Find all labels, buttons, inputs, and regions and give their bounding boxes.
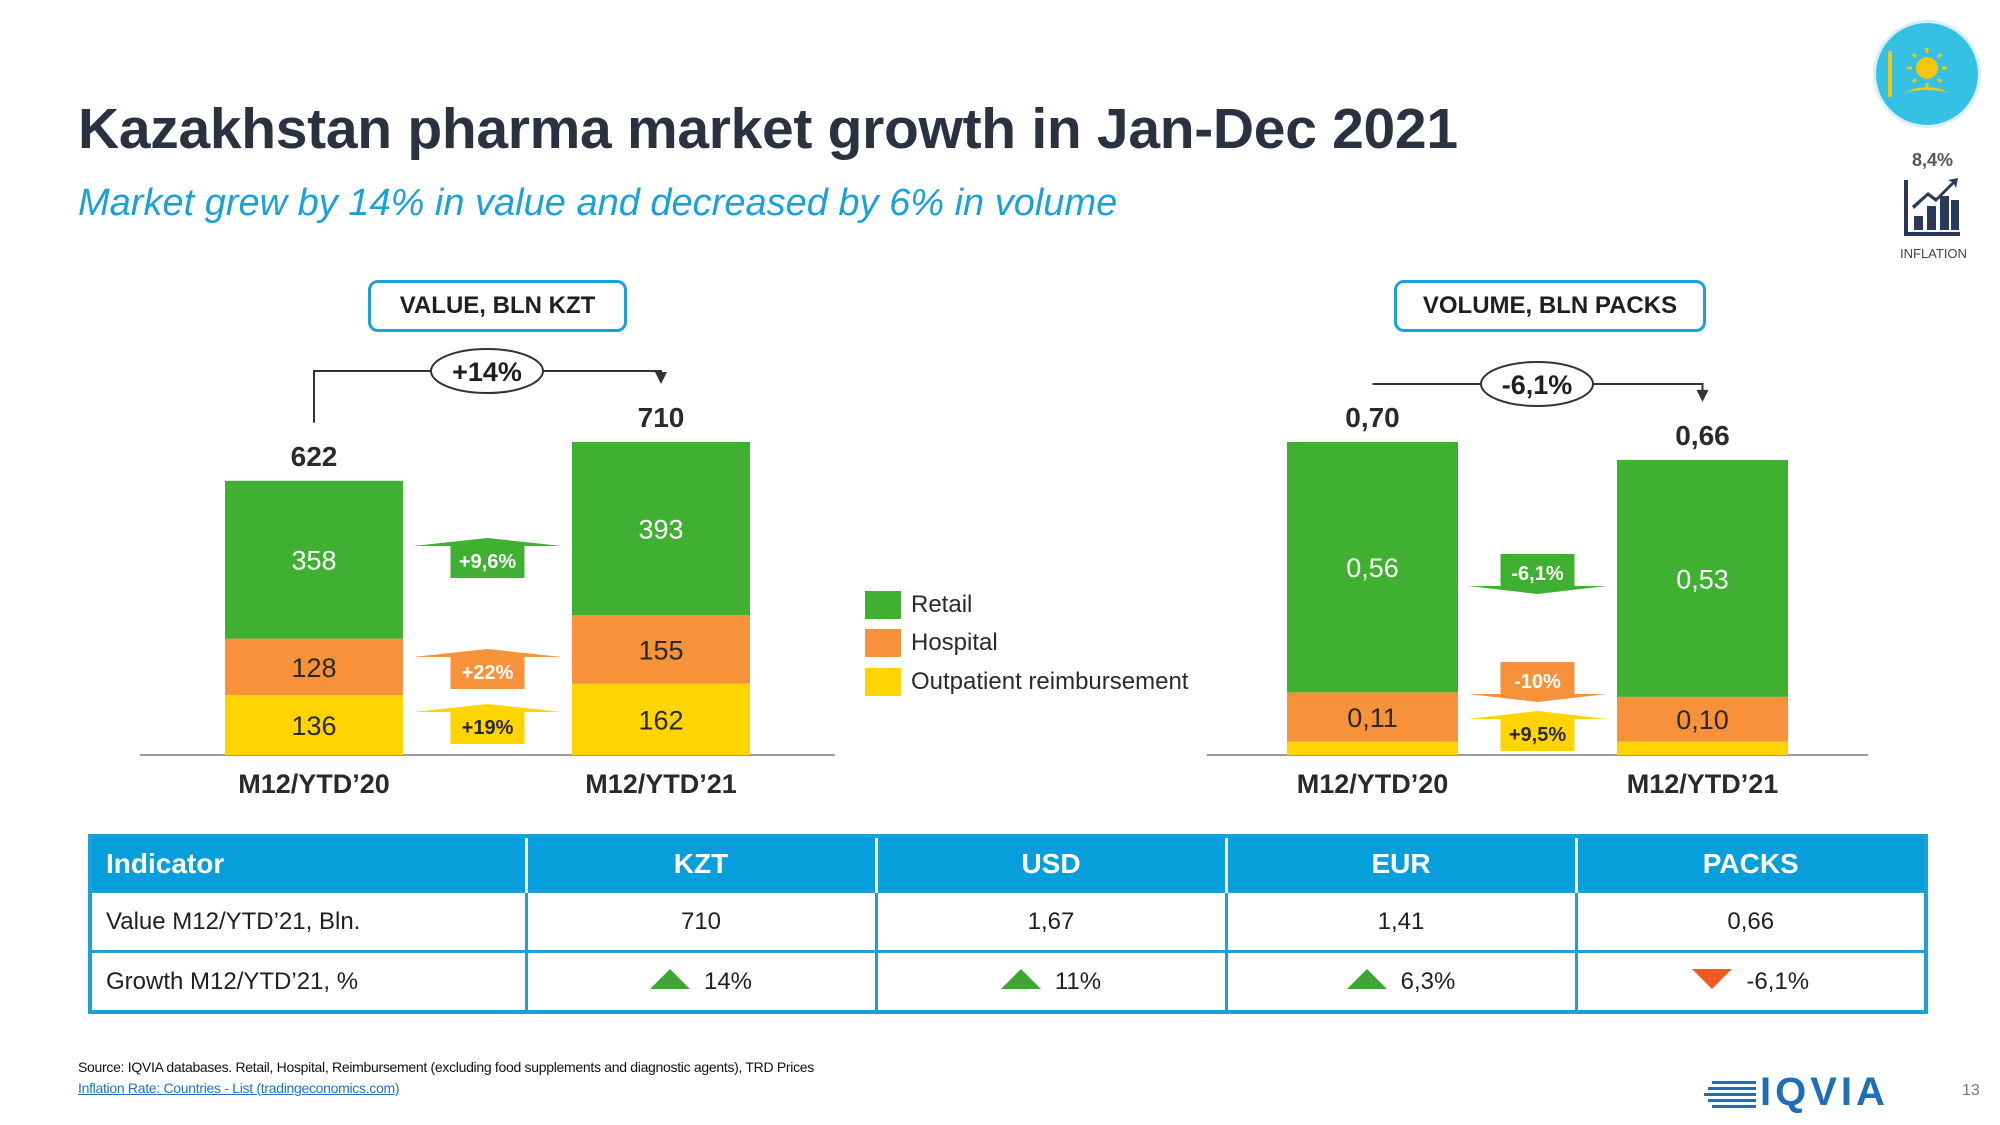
bar-segment-outpatient: [225, 695, 403, 755]
total-growth-label: +14%: [452, 357, 522, 387]
category-label: M12/YTD’21: [1627, 769, 1779, 799]
growth-value: 11%: [1054, 967, 1102, 995]
table-cell: 1,67: [874, 890, 1226, 952]
table-header-packs: PACKS: [1574, 836, 1926, 892]
table-cell-label: Value M12/YTD’21, Bln.: [90, 890, 526, 952]
bar-segment-outpatient: [572, 683, 750, 755]
growth-value: 6,3%: [1400, 967, 1456, 995]
bar-segment-hospital: [1287, 692, 1458, 742]
data-label: 358: [291, 546, 336, 576]
data-label: 0,53: [1676, 564, 1729, 594]
legend-label-hospital: Hospital: [911, 629, 998, 656]
growth-bracket-arrowhead: [1696, 389, 1709, 402]
table-header-eur: EUR: [1224, 836, 1576, 892]
triangle-up-icon: [1346, 969, 1387, 990]
data-label: 162: [638, 705, 683, 735]
total-label: 710: [638, 402, 685, 433]
segment-growth-label: +9,6%: [459, 551, 516, 573]
page-subtitle: Market grew by 14% in value and decrease…: [78, 182, 1118, 224]
legend-item-hospital: Hospital: [865, 629, 998, 657]
segment-growth-label: -10%: [1514, 671, 1561, 693]
bar-segment-hospital: [225, 638, 403, 696]
total-growth-badge: [1480, 361, 1594, 407]
legend-label-retail: Retail: [911, 591, 973, 618]
charts-canvas: 136 128 358 622 M12/YTD’20 162 155 393 710 M12/YT…: [140, 348, 1868, 799]
table-cell: 1,41: [1224, 890, 1576, 952]
table-row: Value M12/YTD’21, Bln. 710 1,67 1,41 0,6…: [90, 890, 1926, 952]
kazakhstan-flag-icon: [1873, 20, 1981, 128]
inflation-label: INFLATION: [1900, 246, 1967, 261]
bar-segment-retail: [1287, 442, 1458, 693]
table-header-kzt: KZT: [524, 836, 876, 892]
page-number: 13: [1962, 1082, 1980, 1099]
table-header-row: Indicator KZT USD EUR PACKS: [90, 836, 1926, 892]
legend-label-outpatient: Outpatient reimbursement: [911, 668, 1189, 695]
segment-growth-arrow: [413, 538, 562, 578]
table-cell-label: Growth M12/YTD’21, %: [90, 950, 526, 1012]
bar-segment-retail: [1617, 459, 1788, 697]
data-label: 128: [291, 653, 336, 683]
bar-segment-hospital: [572, 615, 750, 684]
total-label: 0,70: [1345, 402, 1400, 433]
segment-growth-arrow: [1468, 554, 1607, 594]
growth-value: 14%: [703, 967, 753, 995]
page-title: Kazakhstan pharma market growth in Jan-D…: [78, 97, 1458, 161]
total-growth-label: -6,1%: [1502, 370, 1573, 400]
data-label: 155: [638, 635, 683, 665]
data-label: 0,56: [1346, 553, 1399, 583]
bar-segment-retail: [572, 442, 750, 616]
data-label: 0,10: [1676, 705, 1729, 735]
growth-bracket-arrowhead: [655, 372, 667, 384]
table-cell: -6,1%: [1574, 950, 1926, 1012]
total-label: 0,66: [1675, 420, 1730, 451]
data-label: 136: [291, 711, 336, 741]
total-label: 622: [291, 441, 338, 472]
bar-chart-growth-icon: [1902, 176, 1962, 245]
segment-growth-label: +19%: [462, 717, 514, 739]
table-cell: 14%: [524, 950, 876, 1012]
table-row: Growth M12/YTD’21, % 14% 11% 6,3% -6,1%: [90, 950, 1926, 1012]
indicator-table: Indicator KZT USD EUR PACKS Value M12/YT…: [88, 834, 1928, 1014]
table-header-usd: USD: [874, 836, 1226, 892]
segment-growth-arrow: [1468, 711, 1607, 751]
inflation-source-link[interactable]: Inflation Rate: Countries - List (tradin…: [78, 1080, 400, 1096]
legend-swatch-hospital: [865, 629, 901, 657]
legend-swatch-retail: [865, 591, 901, 619]
segment-growth-arrow: [413, 649, 562, 689]
table-cell: 6,3%: [1224, 950, 1576, 1012]
triangle-up-icon: [1000, 969, 1041, 990]
segment-growth-arrow: [413, 704, 562, 744]
triangle-down-icon: [1692, 969, 1733, 990]
value-chart-header: VALUE, BLN KZT: [368, 280, 627, 332]
data-label: 393: [638, 515, 683, 545]
legend-swatch-outpatient: [865, 668, 901, 696]
bar-segment-retail: [225, 480, 403, 639]
category-label: M12/YTD’20: [1297, 769, 1449, 799]
legend-item-outpatient: Outpatient reimbursement: [865, 668, 1188, 696]
table-header-indicator: Indicator: [90, 836, 526, 892]
logo-text: IQVIA: [1760, 1070, 1889, 1114]
segment-growth-label: +22%: [462, 662, 514, 684]
source-note: Source: IQVIA databases. Retail, Hospita…: [78, 1059, 814, 1075]
data-label: 0,11: [1347, 703, 1398, 733]
table-cell: 11%: [874, 950, 1226, 1012]
volume-chart-header: VOLUME, BLN PACKS: [1394, 280, 1706, 332]
segment-growth-label: +9,5%: [1509, 724, 1566, 746]
iqvia-logo-mark-icon: [1704, 1081, 1756, 1109]
segment-growth-arrow: [1468, 662, 1607, 702]
table-cell: 710: [524, 890, 876, 952]
table-cell: 0,66: [1574, 890, 1926, 952]
bar-segment-outpatient: [1287, 741, 1458, 755]
triangle-up-icon: [649, 969, 690, 990]
bar-segment-hospital: [1617, 696, 1788, 742]
total-growth-badge: [430, 348, 544, 394]
category-label: M12/YTD’21: [585, 769, 737, 799]
segment-growth-label: -6,1%: [1511, 563, 1563, 585]
iqvia-logo: IQVIA: [1704, 1070, 1889, 1115]
legend-item-retail: Retail: [865, 591, 972, 619]
category-label: M12/YTD’20: [238, 769, 390, 799]
bar-segment-outpatient: [1617, 741, 1788, 755]
inflation-value: 8,4%: [1912, 150, 1954, 170]
growth-value: -6,1%: [1746, 967, 1810, 995]
